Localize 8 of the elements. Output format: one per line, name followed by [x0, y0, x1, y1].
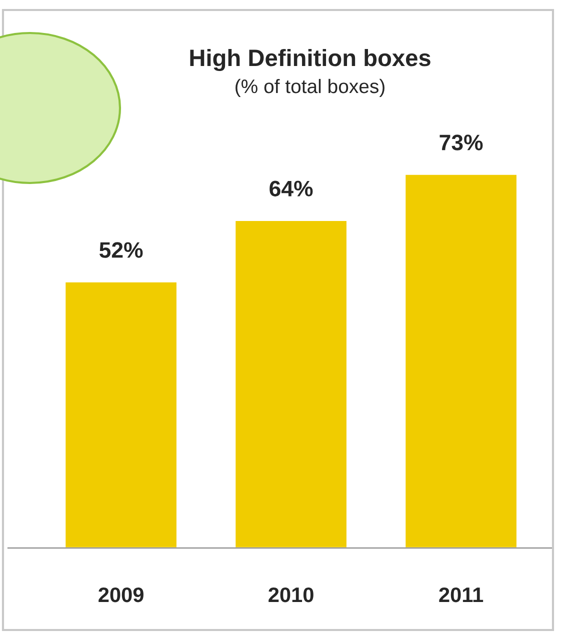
data-label: 52%	[99, 242, 143, 258]
x-tick-label: 2010	[268, 587, 314, 602]
x-tick-label: 2009	[98, 587, 144, 602]
chart-subtitle: (% of total boxes)	[236, 78, 384, 98]
data-label: 64%	[270, 180, 313, 196]
data-label: 73%	[440, 134, 483, 150]
chart-title: High Definition boxes	[190, 48, 430, 72]
x-tick-label: 2011	[439, 587, 484, 602]
